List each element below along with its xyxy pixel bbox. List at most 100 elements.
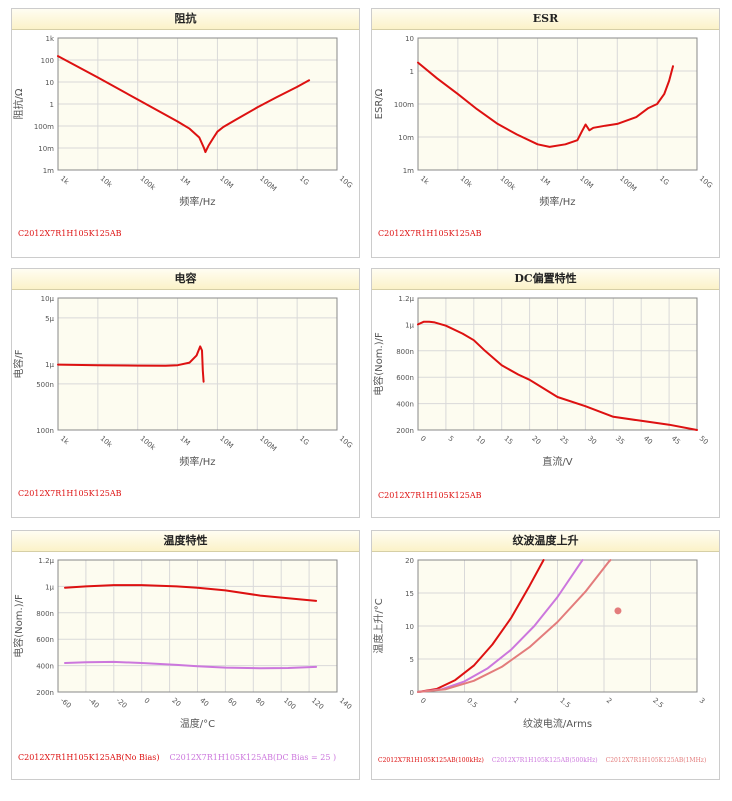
x-tick-label: 1G <box>298 174 311 186</box>
legend-entry: C2012X7R1H105K125AB <box>378 491 482 500</box>
y-tick-label: 100n <box>36 427 54 435</box>
y-tick-label: 1k <box>45 35 54 43</box>
x-tick-label: 1G <box>658 174 671 186</box>
y-tick-label: 5μ <box>45 315 54 323</box>
y-tick-label: 100m <box>34 123 54 131</box>
series-line <box>417 559 612 693</box>
x-tick-label: 1k <box>419 174 431 186</box>
x-axis-label: 频率/Hz <box>179 455 215 468</box>
series-line <box>64 584 318 602</box>
esr-chart: 1k 10k 100k 1M 10M 100M 1G 10G 1m 10m 100m 1 10 频率/Hz… <box>374 35 714 208</box>
y-tick-label: 800n <box>36 610 54 618</box>
chart-title: 阻抗 <box>12 9 359 30</box>
chart-title: 纹波温度上升 <box>372 531 719 552</box>
chart-title: 温度特性 <box>12 531 359 552</box>
plot-frame <box>417 559 698 693</box>
ripple-chart: 0 0.5 1 1.5 2 2.5 3 0 5 10 15 20 纹波电流/Arms 温度上升/°C <box>372 557 706 730</box>
x-tick-label: 10M <box>218 174 235 190</box>
plot-frame <box>417 37 698 171</box>
series-line <box>417 320 698 431</box>
y-tick-label: 5 <box>410 656 414 664</box>
series-line <box>417 559 584 693</box>
x-tick-label: 10M <box>578 174 595 190</box>
y-tick-label: 600n <box>36 636 54 644</box>
series-line <box>417 559 545 693</box>
legend-entry: C2012X7R1H105K125AB <box>18 229 122 238</box>
x-tick-label: 1k <box>59 434 71 446</box>
x-tick-label: 1M <box>178 434 191 447</box>
y-tick-label: 800n <box>396 348 414 356</box>
chart-legend: C2012X7R1H105K125AB <box>378 229 492 238</box>
data-point-marker <box>614 607 622 615</box>
x-tick-label: 100M <box>258 174 278 193</box>
y-tick-label: 600n <box>396 374 414 382</box>
x-tick-label: 40 <box>642 434 654 446</box>
x-tick-label: 25 <box>558 434 570 446</box>
x-tick-label: 30 <box>586 434 598 446</box>
y-tick-label: 10 <box>45 79 54 87</box>
y-tick-label: 10 <box>405 623 414 631</box>
y-tick-label: 1m <box>403 167 414 175</box>
x-axis-label: 频率/Hz <box>539 195 575 208</box>
y-tick-label: 1μ <box>45 583 54 591</box>
legend-entry: C2012X7R1H105K125AB <box>378 229 482 238</box>
capacitance-panel: 电容 1k 10k 100k 1M 10M 100M 1G 10G 100n 500n 1μ 5μ 10… <box>11 268 360 518</box>
x-tick-label: 100k <box>138 174 157 192</box>
legend-entry: C2012X7R1H105K125AB(1MHz) <box>605 757 707 764</box>
x-tick-label: 45 <box>670 434 682 446</box>
plot-frame <box>417 297 698 431</box>
x-tick-label: 80 <box>254 696 266 708</box>
x-tick-label: 1.5 <box>558 696 572 709</box>
x-tick-label: 0 <box>419 696 428 705</box>
y-tick-label: 10μ <box>41 295 55 303</box>
y-tick-label: 10m <box>38 145 54 153</box>
legend-entry: C2012X7R1H105K125AB(100kHz) <box>378 757 484 764</box>
series-line <box>64 660 318 670</box>
y-tick-label: 1μ <box>405 321 414 329</box>
x-tick-label: 1M <box>178 174 191 187</box>
capacitance-chart: 1k 10k 100k 1M 10M 100M 1G 10G 100n 500n 1μ 5μ 10μ 频率… <box>12 295 354 468</box>
legend-entry: C2012X7R1H105K125AB(No Bias) <box>18 753 160 762</box>
series-line <box>417 61 674 148</box>
y-tick-label: 400n <box>36 663 54 671</box>
x-tick-label: 10G <box>338 174 354 189</box>
chart-legend: C2012X7R1H105K125AB <box>18 489 132 498</box>
x-tick-label: 1M <box>538 174 551 187</box>
y-tick-label: 100m <box>394 101 414 109</box>
x-tick-label: 40 <box>198 696 210 708</box>
chart-title: DC偏置特性 <box>372 269 719 290</box>
x-tick-label: 5 <box>447 434 456 443</box>
y-tick-label: 10m <box>398 134 414 142</box>
series-line <box>57 55 311 154</box>
y-tick-label: 0 <box>410 689 414 697</box>
y-tick-label: 1 <box>50 101 54 109</box>
plot-frame <box>57 37 338 171</box>
x-tick-label: -60 <box>59 696 73 709</box>
y-tick-label: 10 <box>405 35 414 43</box>
chart-legend: C2012X7R1H105K125AB(100kHz) C2012X7R1H105… <box>378 755 714 764</box>
x-tick-label: 10k <box>99 174 115 189</box>
y-axis-label: 电容(Nom.)/F <box>12 594 25 658</box>
esr-panel: ESR 1k 10k 100k 1M 10M 100M 1G 10G 1m 10m 100m 1 10 频… <box>371 8 720 258</box>
y-tick-label: 20 <box>405 557 414 565</box>
y-tick-label: 200n <box>396 427 414 435</box>
y-axis-label: 阻抗/Ω <box>12 88 25 119</box>
x-tick-label: 100k <box>498 174 517 192</box>
chart-legend: C2012X7R1H105K125AB <box>18 229 132 238</box>
x-axis-label: 纹波电流/Arms <box>523 717 592 730</box>
x-tick-label: 35 <box>614 434 626 446</box>
x-tick-label: 10G <box>338 434 354 449</box>
legend-entry: C2012X7R1H105K125AB(500kHz) <box>491 757 598 764</box>
x-tick-label: 1k <box>59 174 71 186</box>
x-tick-label: 1G <box>298 434 311 446</box>
x-tick-label: 120 <box>310 696 325 711</box>
x-tick-label: 140 <box>338 696 353 711</box>
impedance-chart: 1k 10k 100k 1M 10M 100M 1G 10G 1m 10m 100m 1 10 100 1k… <box>12 35 354 208</box>
x-tick-label: 60 <box>226 696 238 708</box>
dc-bias-panel: DC偏置特性 0 5 10 15 20 25 30 35 40 45 50 200n 400n 600n 8… <box>371 268 720 518</box>
x-tick-label: 0 <box>142 696 151 705</box>
x-axis-label: 频率/Hz <box>179 195 215 208</box>
plot-frame <box>57 559 338 693</box>
chart-title: ESR <box>372 9 719 30</box>
x-tick-label: 100M <box>258 434 278 453</box>
